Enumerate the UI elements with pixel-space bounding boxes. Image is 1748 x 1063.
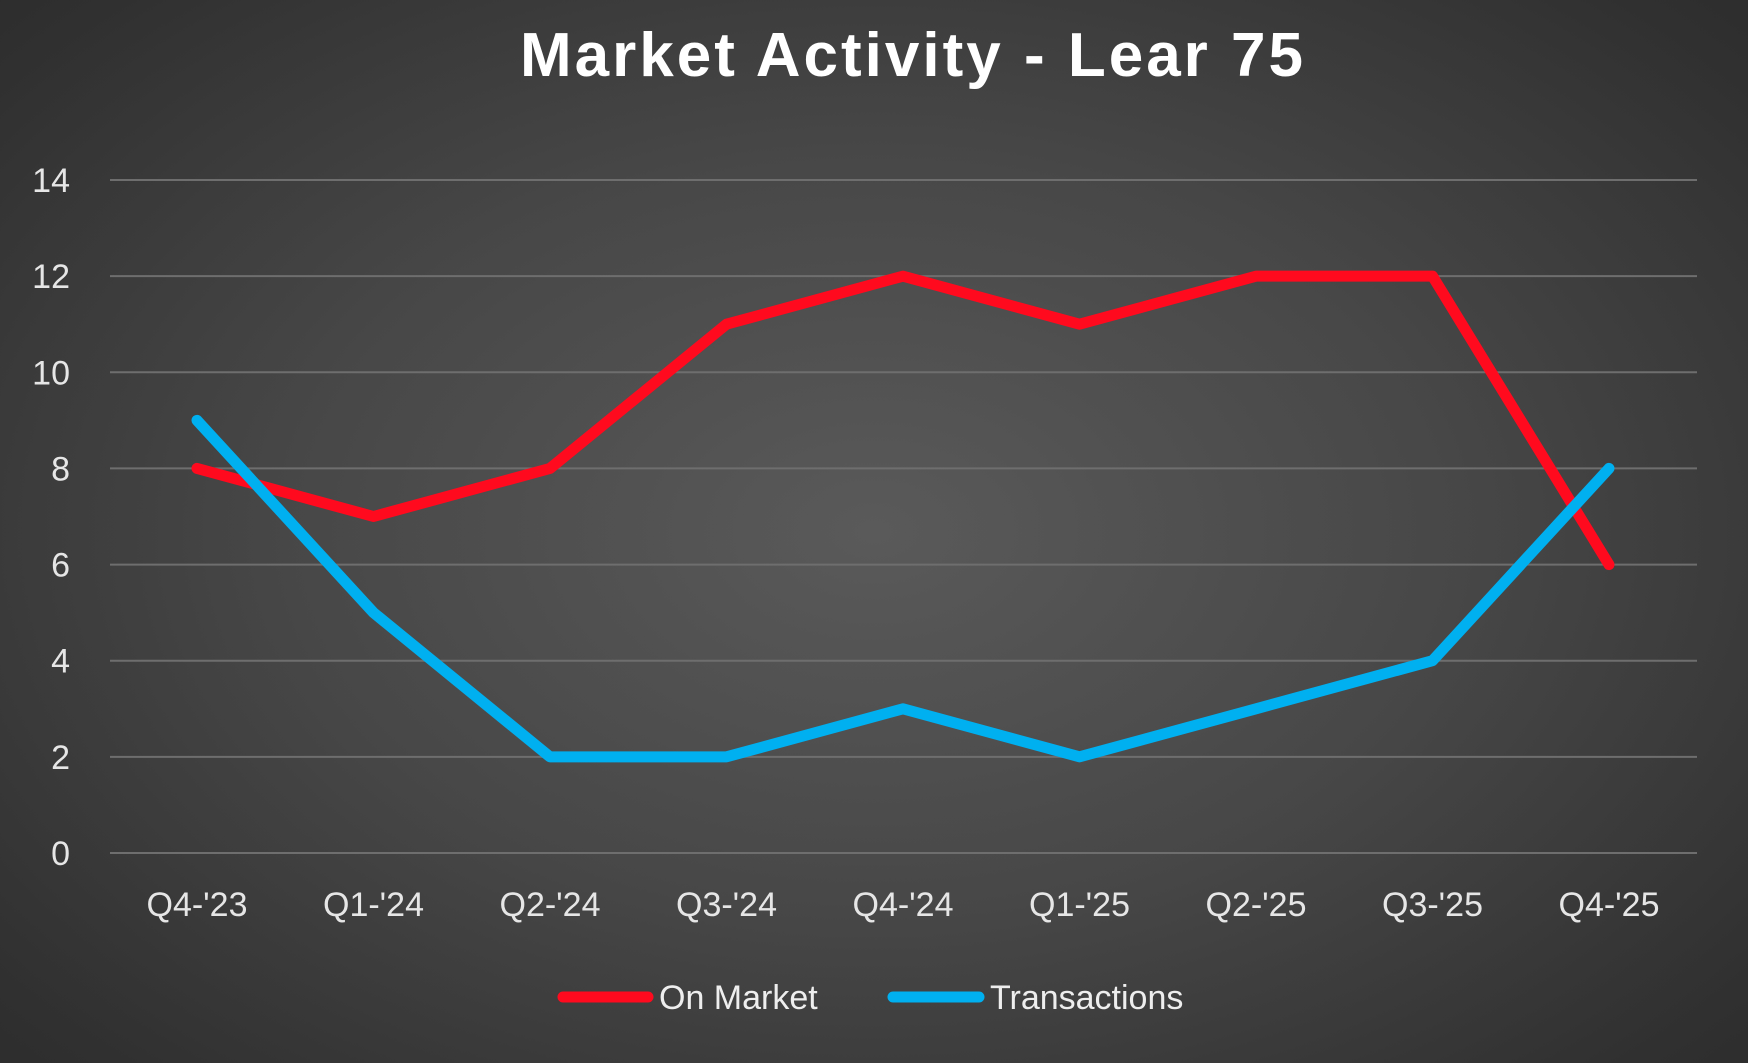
series-lines [191, 270, 1615, 763]
y-tick-label: 6 [51, 547, 70, 585]
gridlines [110, 179, 1697, 854]
y-tick-label: 10 [32, 354, 70, 392]
chart-title: Market Activity - Lear 75 [520, 21, 1306, 90]
x-tick-label: Q4-'25 [1559, 886, 1660, 924]
x-tick-label: Q4-'23 [147, 886, 248, 924]
y-tick-label: 14 [32, 162, 70, 200]
x-tick-label: Q1-'24 [323, 886, 424, 924]
x-tick-label: Q3-'25 [1382, 886, 1483, 924]
x-tick-label: Q2-'24 [500, 886, 601, 924]
x-tick-label: Q4-'24 [853, 886, 954, 924]
legend: On Market Transactions [557, 979, 1183, 1017]
y-axis-ticks: 0 2 4 6 8 10 12 14 [32, 162, 70, 873]
y-tick-label: 0 [51, 835, 70, 873]
series-line-transactions [191, 414, 1615, 763]
y-tick-label: 2 [51, 739, 70, 777]
legend-label-transactions: Transactions [990, 979, 1183, 1017]
y-tick-label: 4 [51, 643, 70, 681]
series-line-on-market [191, 270, 1615, 571]
y-tick-label: 8 [51, 450, 70, 488]
x-tick-label: Q1-'25 [1029, 886, 1130, 924]
x-tick-label: Q3-'24 [676, 886, 777, 924]
legend-label-on-market: On Market [659, 979, 818, 1017]
x-axis-ticks: Q4-'23 Q1-'24 Q2-'24 Q3-'24 Q4-'24 Q1-'25 Q2-'… [147, 886, 1660, 924]
x-tick-label: Q2-'25 [1206, 886, 1307, 924]
y-tick-label: 12 [32, 258, 70, 296]
